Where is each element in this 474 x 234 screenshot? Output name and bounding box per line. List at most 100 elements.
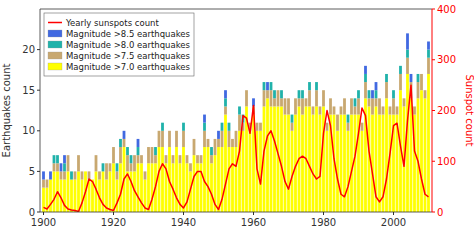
bar [67, 155, 70, 156]
y2-tick [432, 110, 435, 111]
bar [42, 180, 45, 188]
y-tick-label: 0 [29, 207, 35, 218]
bar [368, 98, 371, 106]
bar [161, 123, 164, 131]
chart: 1900192019401960198020000510152001002003… [0, 0, 474, 234]
bar [53, 155, 56, 156]
legend-label: Magnitude >7.0 earthquakes [66, 62, 191, 72]
bar [336, 114, 339, 115]
bar [364, 66, 367, 74]
bar [203, 115, 206, 123]
bar [53, 155, 56, 163]
bar [70, 171, 73, 172]
x-tick [113, 212, 114, 215]
bar [406, 50, 409, 58]
x-tick-label: 1940 [171, 217, 196, 228]
bar [291, 123, 294, 131]
bar [427, 41, 430, 49]
bar [357, 90, 360, 98]
sunspot-line [44, 85, 429, 211]
bar [200, 155, 203, 156]
bar [287, 98, 290, 99]
bar [189, 163, 192, 164]
bar [200, 163, 203, 212]
bar [193, 138, 196, 139]
legend-label: Magnitude >8.5 earthquakes [66, 29, 191, 39]
bar [417, 73, 420, 74]
bar [119, 138, 122, 139]
bar [133, 155, 136, 171]
bar [333, 106, 336, 107]
bar [410, 74, 413, 82]
y-tick [37, 212, 40, 213]
bar [165, 155, 168, 156]
bar [378, 115, 381, 212]
bar [95, 155, 98, 156]
bar [207, 139, 210, 147]
bar [427, 74, 430, 212]
bar [116, 163, 119, 171]
bar [182, 131, 185, 147]
bar [77, 155, 80, 156]
bar [350, 115, 353, 212]
bar [217, 147, 220, 212]
bar [186, 155, 189, 156]
bar [301, 98, 304, 114]
bar [238, 106, 241, 114]
bar [420, 74, 423, 90]
bar [347, 114, 350, 115]
bar [399, 74, 402, 90]
bar [165, 155, 168, 163]
bar [123, 131, 126, 139]
bar [333, 106, 336, 114]
bar [95, 155, 98, 156]
y2-tick [432, 59, 435, 60]
bar [49, 180, 52, 212]
bar [175, 131, 178, 147]
bar [315, 82, 318, 83]
bar [382, 106, 385, 114]
bar [207, 138, 210, 139]
bar [172, 155, 175, 163]
bar [305, 98, 308, 99]
bar [91, 179, 94, 180]
bar [74, 171, 77, 172]
x-tick [43, 212, 44, 215]
bar [378, 98, 381, 114]
bar [130, 155, 133, 156]
bar [329, 98, 332, 99]
bar [74, 180, 77, 212]
bar [319, 106, 322, 107]
bar [266, 90, 269, 98]
bar [322, 90, 325, 91]
bar [329, 98, 332, 114]
axis-top [40, 9, 432, 10]
bar [301, 90, 304, 91]
bar [389, 106, 392, 107]
bar [305, 98, 308, 106]
bar [424, 90, 427, 98]
bar [354, 98, 357, 106]
bar [186, 155, 189, 156]
bar [77, 171, 80, 212]
bar [347, 131, 350, 212]
bar [308, 90, 311, 106]
bar [378, 98, 381, 99]
bar [256, 122, 259, 123]
bar [161, 122, 164, 123]
bar [259, 123, 262, 131]
bar [420, 90, 423, 212]
bar [158, 131, 161, 147]
x-tick [253, 212, 254, 215]
bar [105, 163, 108, 164]
bar [385, 74, 388, 82]
x-tick-label: 1920 [101, 217, 126, 228]
bar [112, 147, 115, 163]
bar [137, 139, 140, 147]
bar [403, 98, 406, 99]
bar [91, 179, 94, 180]
bar [53, 171, 56, 212]
bar [406, 33, 409, 49]
bar [235, 130, 238, 131]
legend-swatch [48, 63, 62, 70]
